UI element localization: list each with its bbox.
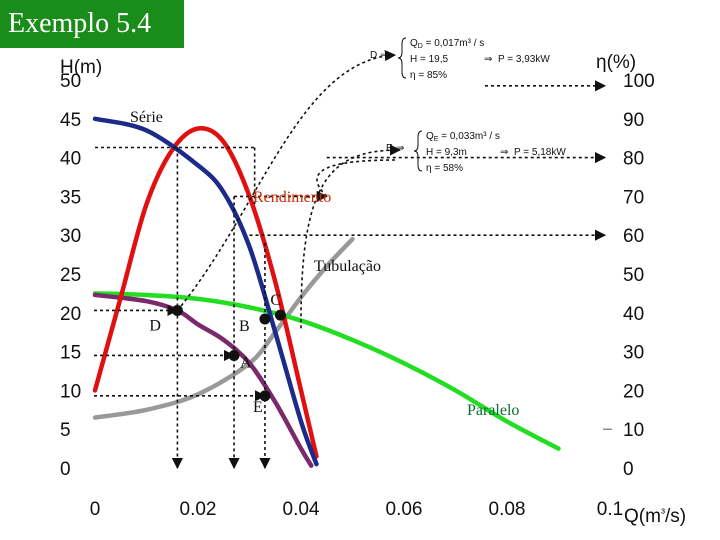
y-left-tick-label: 5 bbox=[60, 420, 71, 441]
info-box-d: D ⇒QD = 0,017m³ / sH = 19,5η = 85%⇒ P = 3,… bbox=[370, 37, 550, 81]
y-right-tick-label: 70 bbox=[623, 187, 644, 208]
y-right-tick-label: 50 bbox=[623, 265, 644, 286]
point-c-marker bbox=[274, 309, 286, 321]
x-axis-label: Q(m³/s) bbox=[624, 506, 686, 527]
y-left-tick-label: 50 bbox=[60, 71, 81, 92]
brace-icon bbox=[397, 37, 407, 79]
info-h: H = 19,5 bbox=[410, 54, 449, 65]
y-right-tick-label: 20 bbox=[623, 381, 644, 402]
y-right-axis-label: η(%) bbox=[596, 52, 636, 73]
x-tick-label: 0.08 bbox=[489, 499, 526, 520]
y-right-tick-label: 100 bbox=[623, 71, 655, 92]
point-c-label: C bbox=[270, 292, 281, 309]
point-e-marker bbox=[259, 390, 271, 402]
implies-icon: ⇒ bbox=[396, 143, 404, 154]
info-p: P = 5,18kW bbox=[514, 147, 566, 158]
point-b-label: B bbox=[239, 318, 250, 335]
y-left-tick-label: 20 bbox=[60, 304, 81, 325]
info-box-e: E ⇒QE = 0,033m³ / sH = 9,3mη = 58%⇒ P = 5,… bbox=[386, 130, 566, 174]
y-left-tick-label: 30 bbox=[60, 226, 81, 247]
y-right-tick-label: 40 bbox=[623, 304, 644, 325]
y-left-tick-label: 0 bbox=[60, 459, 71, 480]
x-tick-label: 0.04 bbox=[283, 499, 320, 520]
x-tick-label: 0.06 bbox=[386, 499, 423, 520]
guide-arrow-to-e-box bbox=[300, 144, 402, 329]
point-a-marker bbox=[228, 349, 240, 361]
serie-label: Série bbox=[130, 109, 163, 126]
series-serie-line bbox=[92, 116, 319, 467]
info-p: P = 3,93kW bbox=[498, 54, 550, 65]
x-tick-label: 0.1 bbox=[597, 499, 623, 520]
tubulacao-label: Tubulação bbox=[314, 258, 381, 275]
slide-title: Exemplo 5.4 bbox=[0, 0, 184, 48]
y-right-tick-label: 30 bbox=[623, 343, 644, 364]
y-left-tick-label: 40 bbox=[60, 149, 81, 170]
y-left-axis-label: H(m) bbox=[60, 57, 102, 78]
info-q: QE = 0,033m³ / s bbox=[426, 131, 500, 143]
x-tick-label: 0.02 bbox=[180, 499, 217, 520]
rendimento-label: Rendimento bbox=[253, 189, 331, 206]
y-right-tick-label: 60 bbox=[623, 226, 644, 247]
y-left-tick-label: 45 bbox=[60, 110, 81, 131]
y-right-tick-label: 10 bbox=[623, 420, 644, 441]
series-rendimento-line bbox=[92, 126, 319, 459]
info-eta: η = 58% bbox=[426, 163, 463, 174]
brace-icon bbox=[413, 130, 423, 172]
y-left-tick-label: 15 bbox=[60, 343, 81, 364]
info-q: QD = 0,017m³ / s bbox=[410, 38, 484, 50]
info-eta: η = 85% bbox=[410, 70, 447, 81]
y-right-tick-label: 90 bbox=[623, 110, 644, 131]
y-left-tick-label: 25 bbox=[60, 265, 81, 286]
x-tick-label: 0 bbox=[90, 499, 101, 520]
point-e-label: E bbox=[253, 399, 263, 416]
implies-icon: ⇒ bbox=[484, 54, 492, 65]
y-right-tick-label: 0 bbox=[623, 459, 634, 480]
series-paralelo-line bbox=[92, 291, 561, 451]
point-a-label: A bbox=[240, 354, 252, 371]
y-left-tick-label: 35 bbox=[60, 187, 81, 208]
guide-line bbox=[316, 159, 396, 197]
y-right-tick-label: 80 bbox=[623, 149, 644, 170]
y-left-tick-label: 10 bbox=[60, 381, 81, 402]
info-h: H = 9,3m bbox=[426, 147, 467, 158]
paralelo-label: Paralelo bbox=[467, 402, 519, 419]
point-d-label: D bbox=[149, 317, 161, 334]
info-point-label: E bbox=[386, 143, 393, 154]
point-d-marker bbox=[171, 304, 183, 316]
point-b-marker bbox=[259, 313, 271, 325]
series-bomba-line bbox=[92, 292, 314, 468]
info-point-label: D bbox=[370, 50, 377, 61]
series-tubulacao-line bbox=[92, 236, 355, 420]
guide-arrow-to-d-box bbox=[176, 49, 397, 311]
implies-icon: ⇒ bbox=[380, 50, 388, 61]
implies-icon: ⇒ bbox=[500, 147, 508, 158]
